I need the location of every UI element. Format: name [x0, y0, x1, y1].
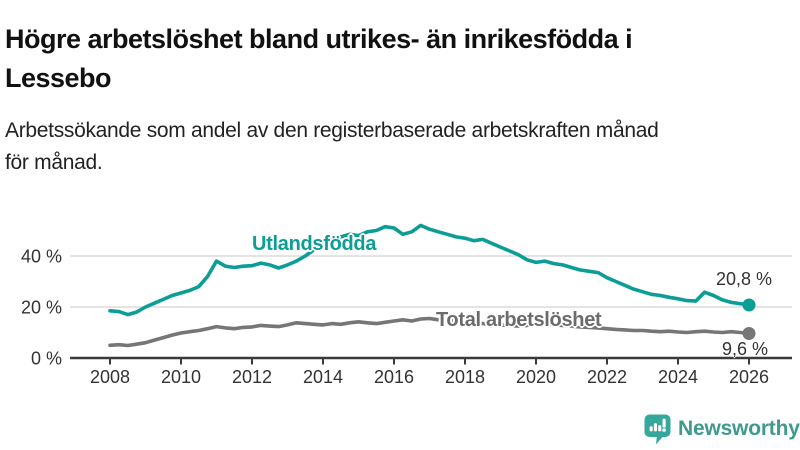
series-end-dot-0: [742, 298, 756, 312]
x-axis-tick-label: 2020: [516, 367, 556, 387]
subtitle-line-2: för månad.: [5, 151, 103, 174]
x-axis-tick-label: 2018: [445, 367, 485, 387]
newsworthy-logo-icon: [644, 414, 671, 444]
y-axis-tick-label: 20 %: [21, 298, 62, 318]
newsworthy-logo-text: Newsworthy: [678, 417, 800, 440]
x-axis-tick-label: 2008: [90, 367, 130, 387]
x-axis-tick-label: 2026: [729, 367, 769, 387]
series-line-0: [108, 223, 751, 317]
series-end-dot-1: [742, 327, 756, 340]
end-value-utlandsfodda: 20,8 %: [716, 269, 773, 289]
newsworthy-logo-link[interactable]: Newsworthy: [644, 413, 800, 445]
x-axis-tick-label: 2010: [161, 367, 201, 387]
title-line-2: Lessebo: [5, 63, 112, 94]
x-axis-tick-label: 2014: [303, 367, 343, 387]
subtitle-line-1: Arbetssökande som andel av den registerb…: [5, 119, 659, 142]
series-label-total-arbetsloshet: Total arbetslöshet: [436, 309, 602, 331]
x-axis-tick-label: 2024: [658, 367, 698, 387]
end-value-total-arbetsloshet: 9,6 %: [722, 339, 769, 359]
title-line-1: Högre arbetslöshet bland utrikes- än inr…: [5, 24, 633, 55]
series-line-1: [108, 316, 751, 348]
x-axis-tick-label: 2012: [232, 367, 272, 387]
y-axis-tick-label: 0 %: [31, 349, 62, 369]
series-label-utlandsfodda: Utlandsfödda: [252, 233, 377, 255]
page-title: Högre arbetslöshet bland utrikes- än inr…: [5, 20, 797, 98]
x-axis-tick-label: 2022: [587, 367, 627, 387]
chart-subtitle: Arbetssökande som andel av den registerb…: [5, 115, 797, 179]
x-axis-tick-label: 2016: [374, 367, 414, 387]
y-axis-tick-label: 40 %: [21, 247, 62, 267]
